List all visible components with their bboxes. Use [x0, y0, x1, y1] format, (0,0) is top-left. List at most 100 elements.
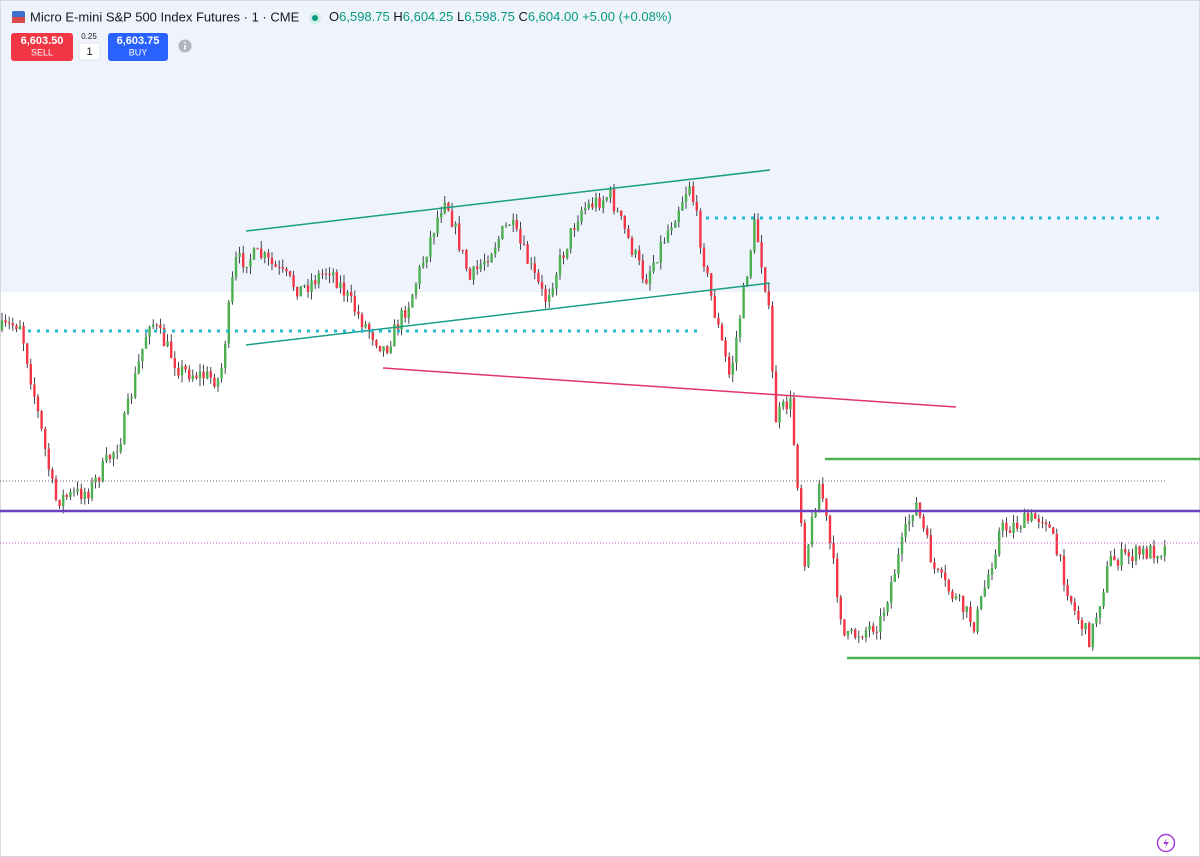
candle-body: [929, 535, 932, 563]
quantity-box[interactable]: [78, 42, 101, 61]
candle-body: [360, 314, 364, 328]
candle-body: [119, 444, 122, 452]
candle-body: [1095, 617, 1098, 624]
candle-body: [1037, 518, 1040, 522]
candle-body: [666, 230, 670, 242]
candle-body: [519, 228, 522, 244]
candle-body: [659, 242, 662, 263]
buy-label: BUY: [129, 47, 148, 57]
candle-body: [695, 201, 698, 211]
candle-body: [404, 310, 407, 318]
candle-body: [677, 210, 680, 223]
candle-body: [101, 461, 104, 482]
candle-body: [332, 272, 335, 276]
candle-body: [51, 469, 54, 479]
candle-body: [512, 220, 515, 226]
candle-body: [573, 228, 576, 231]
candle-body: [1109, 556, 1112, 566]
candle-body: [926, 528, 929, 536]
candle-body: [688, 186, 691, 195]
candle-body: [551, 288, 554, 295]
candle-body: [584, 208, 587, 211]
candle-body: [746, 276, 749, 286]
candle-body: [494, 247, 497, 255]
buy-price: 6,603.75: [117, 35, 160, 47]
candle-body: [288, 271, 292, 276]
candle-body: [422, 262, 425, 267]
candle-body: [1106, 565, 1109, 593]
candle-body: [18, 325, 22, 330]
candle-body: [375, 340, 378, 346]
candle-body: [760, 242, 763, 268]
ohlc-label: L: [457, 9, 464, 24]
candle-body: [530, 263, 533, 265]
candle-body: [623, 215, 626, 229]
spread: 0.25: [81, 32, 97, 41]
candle-body: [1116, 560, 1120, 566]
candle-body: [324, 273, 328, 275]
candle-body: [29, 364, 32, 385]
candle-body: [753, 219, 756, 252]
candle-body: [1019, 527, 1022, 529]
candle-body: [4, 320, 7, 323]
candle-body: [26, 343, 29, 365]
candle-body: [515, 220, 518, 229]
candle-body: [155, 324, 158, 326]
ohlc-value: 6,604.00: [528, 9, 579, 24]
candle-body: [857, 636, 860, 638]
candle-body: [22, 325, 25, 344]
candle-body: [627, 228, 630, 238]
candle-body: [807, 544, 810, 567]
candle-body: [141, 348, 144, 362]
candle-body: [458, 223, 461, 250]
candle-body: [364, 323, 367, 328]
candle-body: [652, 262, 655, 272]
candle-body: [479, 264, 482, 269]
candle-body: [886, 602, 889, 612]
candle-body: [634, 250, 637, 255]
candle-body: [720, 324, 724, 341]
sell-button[interactable]: [11, 33, 73, 61]
candle-body: [605, 197, 608, 201]
candle-body: [641, 260, 644, 280]
candle-body: [112, 452, 115, 460]
candle-body: [465, 250, 468, 269]
candle-body: [231, 277, 234, 303]
candle-body: [846, 631, 850, 636]
candle-body: [1142, 548, 1145, 555]
candle-body: [692, 186, 695, 202]
candle-body: [533, 263, 536, 273]
candle-body: [123, 413, 126, 445]
candle-body: [1145, 548, 1148, 559]
candle-body: [137, 361, 140, 374]
candle-body: [368, 323, 371, 332]
candle-body: [1149, 545, 1152, 559]
lightning-button[interactable]: [1156, 833, 1176, 853]
candle-body: [987, 574, 990, 588]
candle-body: [620, 210, 623, 216]
candle-body: [609, 189, 612, 198]
candle-body: [486, 261, 490, 263]
candle-body: [1163, 546, 1166, 557]
candle-body: [317, 273, 320, 285]
ohlc-value: 6,598.75: [464, 9, 515, 24]
channel-top: [245, 169, 771, 232]
candle-body: [544, 288, 547, 302]
candle-body: [245, 266, 248, 268]
candle-body: [216, 378, 220, 387]
candle-body: [976, 609, 979, 632]
candle-body: [818, 483, 821, 513]
candle-body: [508, 225, 511, 227]
candle-body: [65, 494, 68, 497]
candle-body: [159, 324, 162, 328]
buy-button[interactable]: [108, 33, 168, 61]
symbol-title[interactable]: Micro E-mini S&P 500 Index Futures · 1 ·…: [30, 9, 300, 24]
candle-body: [224, 343, 227, 368]
candle-body: [1005, 522, 1008, 531]
candle-body: [54, 478, 58, 500]
candle-body: [742, 285, 745, 319]
candle-body: [267, 252, 270, 258]
drawings: [0, 169, 1200, 660]
